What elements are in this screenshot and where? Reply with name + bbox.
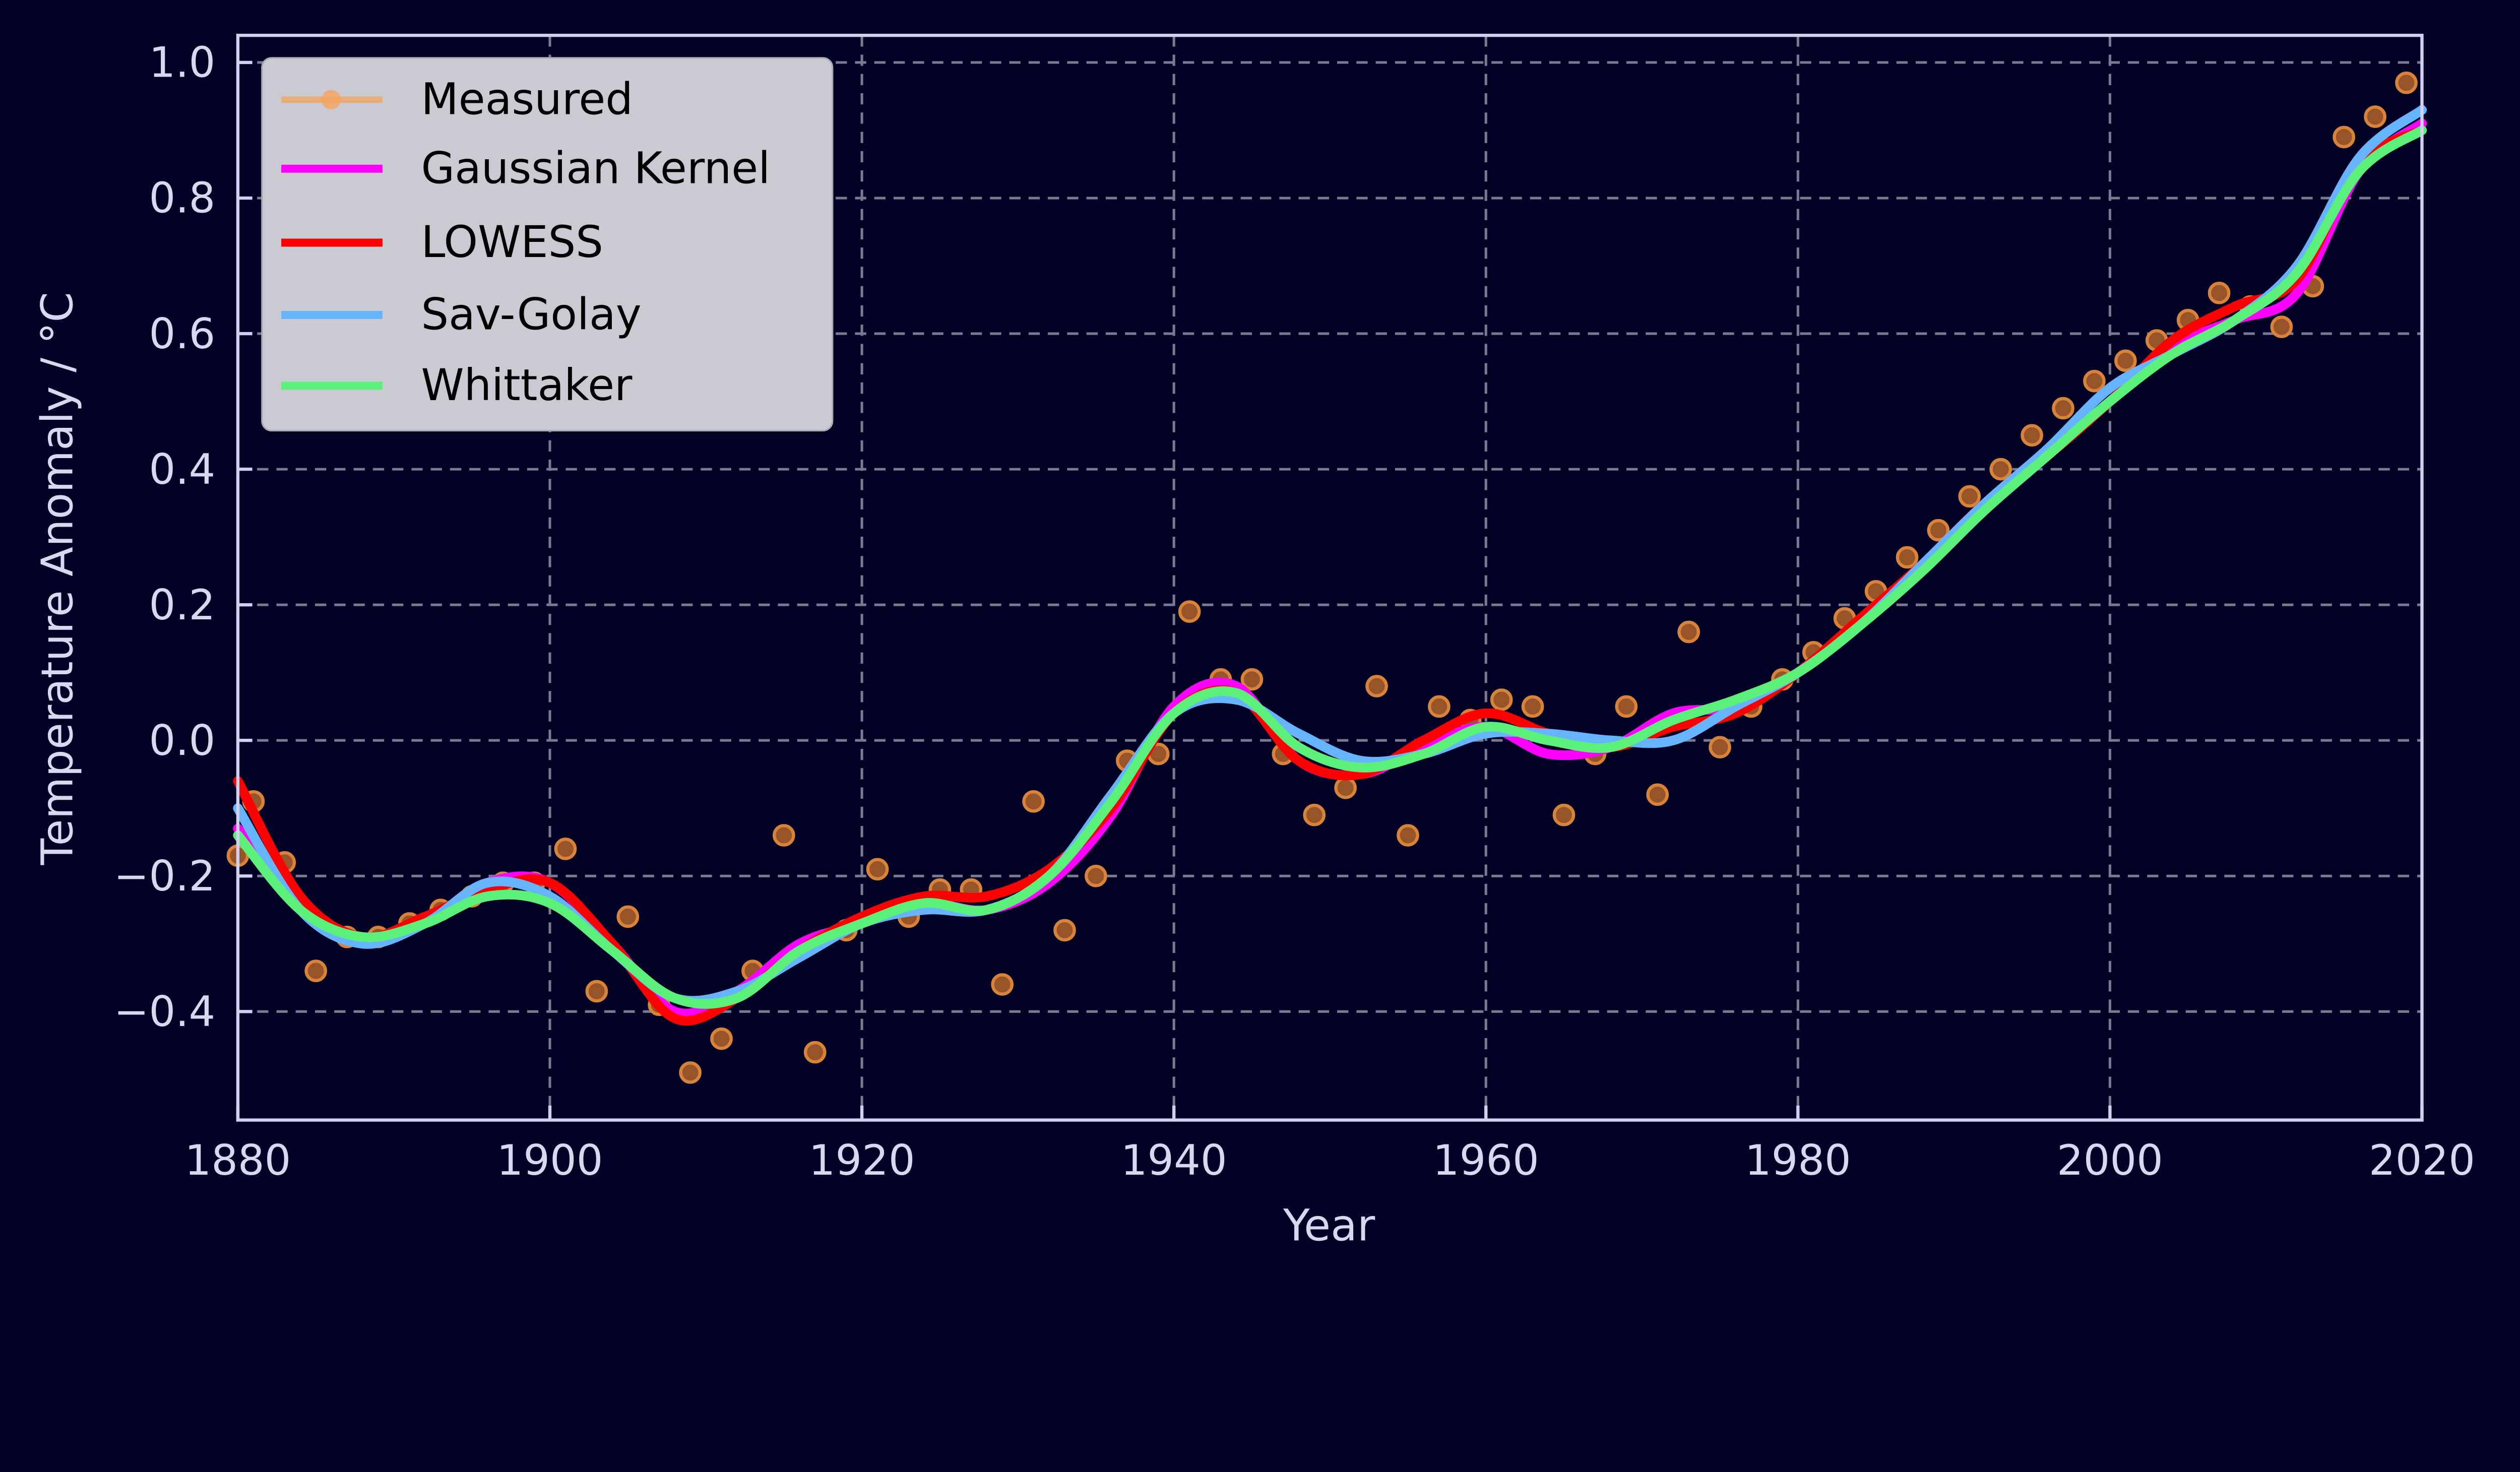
measured-point (2208, 282, 2231, 304)
measured-point (1709, 736, 1731, 758)
y-tick-label: 0.4 (149, 445, 215, 494)
measured-point (2114, 349, 2137, 372)
measured-point (1053, 919, 1076, 942)
x-axis-label: Year (1283, 1201, 1375, 1251)
measured-point (2052, 397, 2074, 420)
x-tick-label: 1960 (1433, 1136, 1539, 1185)
measured-point (1240, 668, 1264, 691)
measured-point (991, 973, 1014, 996)
measured-point (304, 959, 328, 982)
measured-point (1490, 688, 1513, 711)
measured-point (585, 980, 608, 1003)
measured-point (1927, 519, 1950, 542)
axes-frame (236, 33, 2424, 1122)
y-tick-label: 0.2 (149, 581, 215, 629)
legend: Measured Gaussian Kernel LOWESS Sav-Golay Wh… (261, 57, 834, 432)
measured-point (1303, 803, 1326, 826)
measured-point (2083, 369, 2106, 393)
x-tick-label: 1940 (1121, 1136, 1227, 1185)
series-line-whittaker (233, 125, 2427, 1009)
grid (236, 35, 2424, 1120)
measured-point (2270, 315, 2293, 338)
measured-series (226, 71, 2418, 1084)
measured-point (2021, 424, 2043, 447)
smoothed-series (233, 105, 2427, 1026)
measured-point (554, 838, 577, 860)
y-tick-label: −0.2 (114, 852, 215, 901)
legend-marker-measured (321, 90, 341, 109)
x-tick-label: 1880 (184, 1136, 291, 1185)
measured-point (1677, 620, 1700, 644)
measured-point (1615, 695, 1638, 718)
x-tick-label: 1900 (497, 1136, 603, 1185)
x-tick-label: 2000 (2057, 1136, 2163, 1185)
measured-point (1428, 695, 1451, 718)
measured-point (1397, 824, 1419, 847)
legend-label: LOWESS (421, 217, 603, 268)
measured-point (773, 824, 795, 847)
measured-point (1646, 783, 1669, 806)
temperature-anomaly-chart: 1880 1900 1920 1940 1960 1980 2000 2020 −0.4 −0.2… (32, 33, 2475, 1251)
measured-point (1085, 864, 1107, 887)
y-axis-label: Temperature Anomaly / °C (32, 292, 83, 865)
measured-point (866, 858, 889, 881)
y-tick-label: 1.0 (149, 38, 215, 87)
x-tick-label: 1980 (1745, 1136, 1851, 1185)
measured-point (1365, 675, 1388, 697)
measured-point (1178, 600, 1201, 623)
measured-point (1022, 790, 1045, 813)
y-tick-label: 0.6 (149, 309, 215, 358)
measured-point (1989, 458, 2012, 481)
measured-point (710, 1027, 733, 1050)
measured-point (1552, 803, 1576, 826)
measured-point (803, 1041, 827, 1064)
measured-point (1896, 546, 1919, 569)
y-tick-label: 0.8 (149, 174, 215, 223)
ticks: 1880 1900 1920 1940 1960 1980 2000 2020 −0.4 −0.2… (114, 38, 2475, 1185)
y-tick-label: −0.4 (114, 987, 215, 1036)
measured-point (1958, 485, 1981, 508)
x-tick-label: 2020 (2369, 1136, 2475, 1185)
measured-point (616, 905, 640, 928)
legend-box (261, 57, 834, 432)
x-tick-label: 1920 (809, 1136, 915, 1185)
measured-point (679, 1061, 702, 1084)
legend-label: Whittaker (421, 360, 633, 411)
measured-point (2395, 71, 2418, 94)
legend-label: Sav-Golay (421, 290, 641, 340)
measured-point (2333, 125, 2356, 149)
legend-label: Measured (421, 74, 633, 124)
y-tick-label: 0.0 (149, 716, 215, 765)
measured-point (1334, 777, 1357, 799)
measured-point (2364, 105, 2386, 128)
legend-label: Gaussian Kernel (421, 144, 770, 194)
measured-point (1521, 695, 1544, 718)
